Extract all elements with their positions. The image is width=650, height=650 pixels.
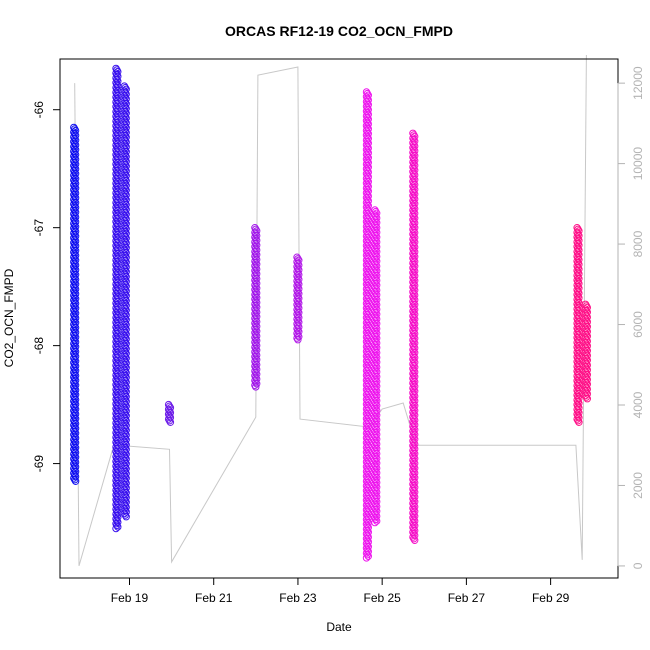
y2-tick-label: 12000	[631, 66, 645, 100]
data-point	[363, 551, 372, 559]
y-tick-label: -66	[32, 101, 46, 119]
data-point	[252, 383, 260, 391]
data-point	[166, 413, 175, 422]
series-flight-17b	[371, 206, 381, 527]
data-point	[575, 418, 583, 426]
data-point	[373, 291, 381, 299]
y-axis-label: CO2_OCN_FMPD	[2, 268, 16, 367]
series-flight-17	[362, 88, 372, 562]
y-axis-right: 0 2000 4000 6000 8000 10000 12000	[617, 66, 645, 569]
data-point	[583, 390, 591, 398]
y2-tick-label: 10000	[631, 147, 645, 181]
data-point	[411, 531, 419, 540]
data-point	[373, 238, 381, 246]
y2-tick-label: 6000	[631, 311, 645, 338]
y2-tick-label: 4000	[631, 391, 645, 418]
data-point	[122, 143, 130, 151]
data-point	[410, 535, 418, 543]
data-point	[574, 417, 582, 425]
data-point	[293, 334, 301, 342]
data-point	[122, 508, 130, 516]
x-tick-label: Feb 21	[195, 591, 233, 605]
points-layer	[70, 64, 591, 562]
data-point	[253, 380, 261, 388]
data-point	[251, 381, 259, 389]
data-point	[411, 454, 419, 463]
x-tick-label: Feb 27	[448, 591, 486, 605]
data-point	[373, 517, 381, 525]
data-point	[411, 382, 419, 391]
data-point	[165, 417, 174, 425]
data-point	[252, 378, 260, 386]
y2-tick-label: 2000	[631, 472, 645, 499]
x-axis: Feb 19 Feb 21 Feb 23 Feb 25 Feb 27 Feb 29	[111, 577, 570, 605]
data-point	[294, 336, 302, 344]
data-point	[364, 552, 372, 560]
data-point	[122, 513, 130, 521]
x-tick-label: Feb 23	[279, 591, 317, 605]
series-flight-13b	[120, 82, 130, 521]
data-point	[121, 511, 130, 519]
x-tick-label: Feb 25	[363, 591, 401, 605]
y-tick-label: -67	[32, 219, 46, 237]
data-point	[166, 408, 175, 417]
data-point	[372, 515, 380, 524]
data-point	[166, 404, 175, 412]
data-point	[122, 148, 130, 156]
data-point	[411, 377, 419, 386]
data-point	[71, 304, 80, 312]
series-flight-14	[164, 400, 175, 426]
data-point	[113, 521, 121, 529]
data-point	[371, 518, 379, 527]
data-point	[71, 472, 80, 481]
y-tick-label: -68	[32, 337, 46, 355]
series-flight-12	[70, 123, 80, 485]
chart-title: ORCAS RF12-19 CO2_OCN_FMPD	[225, 23, 453, 39]
data-point	[114, 523, 122, 531]
data-point	[373, 507, 381, 515]
data-point	[71, 476, 79, 484]
series-flight-19	[573, 224, 583, 426]
data-point	[411, 305, 419, 314]
data-point	[71, 439, 80, 447]
data-point	[364, 120, 372, 128]
data-point	[112, 524, 120, 533]
data-point	[411, 228, 419, 237]
series-flight-13	[112, 64, 122, 533]
data-point	[411, 526, 419, 535]
y2-tick-label: 8000	[631, 230, 645, 257]
data-point	[373, 296, 381, 304]
data-point	[582, 393, 591, 401]
data-point	[166, 418, 175, 426]
data-point	[373, 348, 381, 357]
data-point	[575, 413, 583, 422]
x-tick-label: Feb 19	[111, 591, 149, 605]
x-axis-label: Date	[326, 620, 352, 634]
data-point	[71, 170, 80, 178]
data-point	[294, 331, 302, 339]
series-flight-16	[293, 253, 303, 344]
data-point	[373, 454, 381, 463]
data-point	[364, 115, 372, 123]
y2-tick-label: 0	[631, 562, 645, 569]
data-point	[373, 512, 381, 520]
x-tick-label: Feb 29	[532, 591, 570, 605]
series-flight-18	[409, 129, 419, 544]
data-point	[411, 156, 419, 165]
data-point	[71, 477, 80, 485]
series-flight-15	[251, 224, 261, 391]
data-point	[122, 464, 130, 473]
data-point	[411, 536, 419, 544]
y-axis-left: -69 -68 -67 -66	[32, 101, 61, 473]
data-point	[295, 332, 303, 341]
data-point	[583, 395, 591, 403]
y-tick-label: -69	[32, 455, 46, 473]
data-point	[373, 401, 381, 410]
series-flight-19b	[581, 300, 591, 403]
data-point	[362, 554, 371, 562]
